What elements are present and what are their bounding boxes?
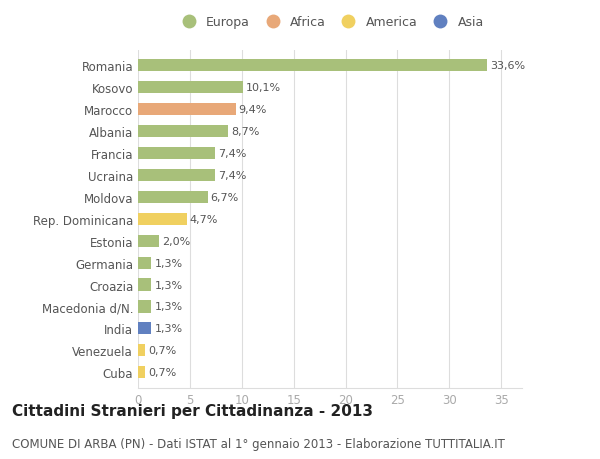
Text: 8,7%: 8,7% [232,127,260,136]
Text: 1,3%: 1,3% [155,324,183,334]
Bar [138,60,487,72]
Text: 1,3%: 1,3% [155,280,183,290]
Text: COMUNE DI ARBA (PN) - Dati ISTAT al 1° gennaio 2013 - Elaborazione TUTTITALIA.IT: COMUNE DI ARBA (PN) - Dati ISTAT al 1° g… [12,437,505,451]
Bar [138,213,187,225]
Text: 2,0%: 2,0% [162,236,190,246]
Bar [138,235,159,247]
Bar [138,169,215,181]
Text: 0,7%: 0,7% [148,368,176,377]
Bar [138,323,151,335]
Bar [138,82,243,94]
Text: 0,7%: 0,7% [148,346,176,356]
Text: 33,6%: 33,6% [490,61,525,71]
Text: 10,1%: 10,1% [246,83,281,93]
Bar [138,147,215,159]
Bar [138,104,236,116]
Text: Cittadini Stranieri per Cittadinanza - 2013: Cittadini Stranieri per Cittadinanza - 2… [12,403,373,419]
Bar [138,301,151,313]
Text: 6,7%: 6,7% [211,192,239,202]
Legend: Europa, Africa, America, Asia: Europa, Africa, America, Asia [176,16,484,29]
Bar [138,125,228,138]
Text: 7,4%: 7,4% [218,170,246,180]
Text: 1,3%: 1,3% [155,302,183,312]
Text: 9,4%: 9,4% [239,105,267,115]
Bar [138,191,208,203]
Text: 4,7%: 4,7% [190,214,218,224]
Bar [138,345,145,357]
Bar [138,366,145,379]
Bar [138,279,151,291]
Text: 7,4%: 7,4% [218,148,246,158]
Text: 1,3%: 1,3% [155,258,183,268]
Bar [138,257,151,269]
